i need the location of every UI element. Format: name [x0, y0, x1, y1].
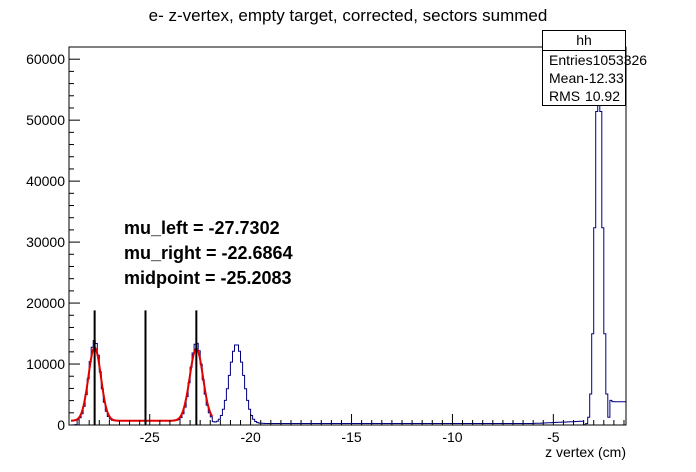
fit-curve: [71, 346, 214, 422]
stats-name: hh: [543, 31, 625, 51]
stats-value: 1053326: [592, 52, 648, 68]
tick-marks: [68, 46, 625, 426]
x-tick-label: -5: [547, 429, 560, 445]
stats-row-rms: RMS 10.92: [543, 87, 625, 105]
annotation-mu-left: mu_left = -27.7302: [124, 218, 280, 238]
annotation-mu-right: mu_right = -22.6864: [124, 243, 293, 263]
y-tick-label: 60000: [26, 51, 65, 67]
y-tick-label: 0: [57, 417, 65, 433]
stats-box: hh Entries 1053326 Mean -12.33 RMS 10.92: [542, 30, 647, 106]
y-tick-label: 50000: [26, 112, 65, 128]
chart-title: e- z-vertex, empty target, corrected, se…: [148, 6, 548, 25]
stats-label: RMS: [549, 88, 581, 104]
x-axis-label: z vertex (cm): [545, 444, 626, 460]
y-tick-label: 40000: [26, 173, 65, 189]
peak-markers: [93, 310, 198, 425]
y-tick-label: 20000: [26, 295, 65, 311]
tick-labels: -25 -20 -15 -10 -5 0 10000 20000 30000 40000 50000…: [26, 51, 560, 445]
stats-value: -12.33: [584, 70, 624, 86]
x-tick-label: -20: [241, 429, 261, 445]
plot-frame: [68, 46, 627, 426]
y-tick-label: 30000: [26, 234, 65, 250]
y-tick-label: 10000: [26, 356, 65, 372]
stats-label: Entries: [549, 52, 593, 68]
x-tick-label: -15: [341, 429, 361, 445]
stats-label: Mean: [549, 70, 585, 86]
x-tick-label: -10: [442, 429, 462, 445]
x-tick-label: -25: [140, 429, 160, 445]
stats-row-mean: Mean -12.33: [543, 69, 625, 87]
stats-value: 10.92: [584, 88, 620, 104]
stats-row-entries: Entries 1053326: [543, 51, 647, 69]
annotation-midpoint: midpoint = -25.2083: [124, 268, 292, 288]
